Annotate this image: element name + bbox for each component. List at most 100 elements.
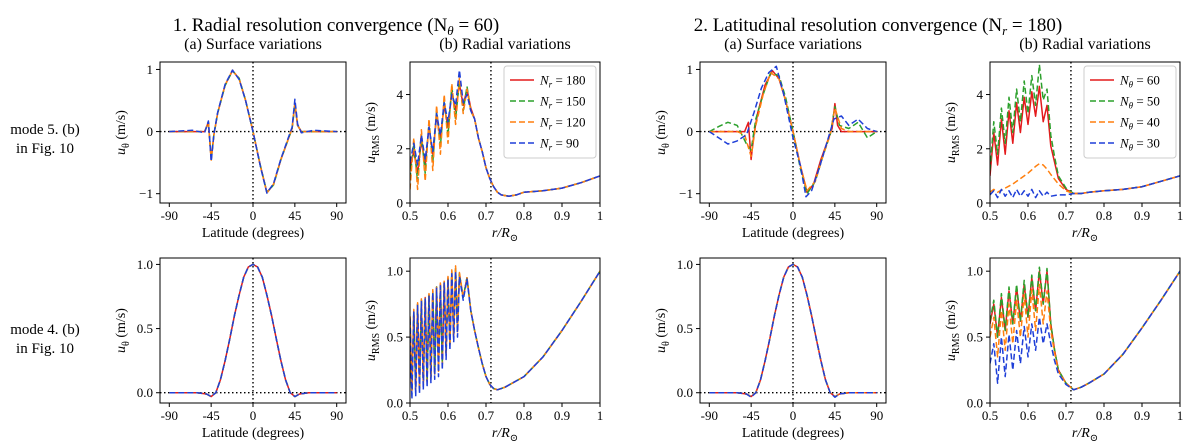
x-tick-label: 0.6 [440, 208, 457, 223]
y-tick-label: 0.0 [967, 396, 983, 411]
row1-label-line1: mode 5. (b) [10, 122, 80, 138]
x-tick-label: 90 [330, 208, 343, 223]
series-line-90 [169, 69, 337, 194]
legend: Nr = 180 Nr = 150 Nr = 120 Nr = 90 [503, 65, 597, 159]
y-axis-label: uRMS (m/s) [944, 102, 962, 164]
series-line-90 [169, 263, 337, 398]
y-tick-label: 0.5 [967, 330, 983, 345]
y-tick-label: 0.5 [137, 321, 153, 336]
x-tick-label: 90 [870, 408, 883, 423]
x-tick-label: 0 [250, 408, 257, 423]
x-tick-label: -45 [202, 208, 219, 223]
y-tick-label: 0.0 [137, 385, 153, 400]
x-tick-label: 45 [288, 208, 301, 223]
series-line-30 [709, 263, 877, 398]
legend-box [1083, 65, 1177, 159]
x-tick-label: 1 [597, 408, 604, 423]
y-tick-label: 1.0 [677, 257, 693, 272]
x-axis-label: r/R⊙ [1072, 426, 1098, 444]
x-tick-label: 0.7 [1058, 408, 1075, 423]
y-axis-label: uRMS (m/s) [364, 102, 382, 164]
series-line-90 [410, 69, 600, 197]
panel-r3_rad: 0.5 0.6 0.7 0.8 0.9 10.00.51.0r/R⊙uRMS (m/s) [364, 257, 604, 444]
x-tick-label: 0.9 [1134, 208, 1150, 223]
x-tick-label: 1 [1177, 208, 1184, 223]
legend-label: Nr = 150 [539, 94, 586, 111]
x-tick-label: 0.5 [982, 208, 998, 223]
y-tick-label: 1.0 [967, 264, 983, 279]
x-tick-label: 0.5 [982, 408, 998, 423]
legend-label: Nr = 90 [539, 136, 579, 153]
y-tick-label: 2 [397, 141, 404, 156]
x-tick-label: 0.8 [1096, 208, 1112, 223]
x-tick-label: -45 [742, 408, 759, 423]
x-axis-label: r/R⊙ [492, 426, 518, 444]
panel-r4_rad: 0.5 0.6 0.7 0.8 0.9 10.00.51.0r/R⊙uRMS (m/s) [944, 257, 1184, 444]
x-tick-label: 0.8 [516, 208, 532, 223]
y-tick-label: 0 [397, 196, 404, 211]
x-axis-label: Latitude (degrees) [742, 426, 845, 441]
x-tick-label: 0 [790, 408, 797, 423]
y-axis-label: uRMS (m/s) [944, 300, 962, 362]
series-line-30 [990, 175, 1180, 199]
x-axis-label: r/R⊙ [1072, 226, 1098, 244]
panel-r1_rad: 0.5 0.6 0.7 0.8 0.9 1 0 2 4 r/R⊙ uRMS (m/s) (b) Rad… [364, 36, 603, 244]
x-tick-label: -45 [742, 208, 759, 223]
legend-label: Nr = 120 [539, 115, 586, 132]
series-line-40 [990, 162, 1180, 195]
x-tick-label: 45 [288, 408, 301, 423]
x-tick-label: 0.9 [1134, 408, 1150, 423]
legend-label: Nθ = 40 [1119, 115, 1160, 132]
x-tick-label: 90 [330, 408, 343, 423]
x-tick-label: 1 [597, 208, 604, 223]
x-tick-label: -90 [701, 208, 718, 223]
x-tick-label: 0.7 [478, 408, 495, 423]
section1-title: 1. Radial resolution convergence (Nθ = 6… [173, 15, 499, 38]
panel-title: (a) Surface variations [724, 36, 862, 53]
x-tick-label: 0 [790, 208, 797, 223]
x-tick-label: 0.9 [554, 408, 570, 423]
series-line-120 [410, 265, 600, 392]
y-tick-label: 0 [687, 124, 694, 139]
x-tick-label: 0.5 [402, 408, 418, 423]
row2-label-line1: mode 4. (b) [10, 322, 80, 338]
row1-label-line2: in Fig. 10 [16, 141, 74, 157]
y-tick-label: 2 [977, 141, 984, 156]
y-axis-label: uθ (m/s) [114, 308, 132, 353]
y-tick-label: 1 [147, 62, 154, 77]
x-tick-label: 0.9 [554, 208, 570, 223]
x-tick-label: 45 [828, 408, 841, 423]
legend-label: Nr = 180 [539, 73, 586, 90]
y-tick-label: −1 [139, 186, 153, 201]
y-tick-label: 0 [977, 196, 984, 211]
x-tick-label: -90 [701, 408, 718, 423]
axes-frame [989, 61, 1181, 204]
panel-r4_surf: -90 -45 0 45 90 0.0 0.5 1.0 Latitude (degrees) uθ… [654, 257, 887, 441]
panel-r3_surf: -90 -45 0 45 90 0.0 0.5 1.0 Latitude (degrees) uθ… [114, 257, 347, 441]
y-tick-label: 4 [977, 87, 984, 102]
series-line-50 [990, 266, 1180, 391]
y-axis-label: uθ (m/s) [654, 110, 672, 155]
series-line-30 [708, 65, 877, 198]
panel-r1_surf: -90 -45 0 45 90 −1 0 1 Latitude (degrees) uθ (m/s… [114, 36, 347, 241]
y-tick-label: 0.0 [677, 385, 693, 400]
panel-r2_rad: 0.5 0.6 0.7 0.8 0.9 1 0 2 4 r/R⊙ uRMS (m/s) (b) Rad… [944, 36, 1183, 244]
x-tick-label: 0.7 [478, 208, 495, 223]
x-tick-label: -45 [202, 408, 219, 423]
y-tick-label: 0.5 [387, 330, 403, 345]
y-axis-label: uθ (m/s) [114, 110, 132, 155]
y-tick-label: 4 [397, 87, 404, 102]
panel-title: (b) Radial variations [439, 36, 571, 53]
x-tick-label: 0 [250, 208, 257, 223]
series-line-60 [990, 270, 1180, 391]
legend-label: Nθ = 60 [1119, 73, 1160, 90]
axes-frame [409, 61, 601, 204]
panel-title: (b) Radial variations [1019, 36, 1151, 53]
legend-label: Nθ = 30 [1119, 136, 1160, 153]
x-tick-label: 90 [870, 208, 883, 223]
x-axis-label: r/R⊙ [492, 226, 518, 244]
y-tick-label: −1 [679, 186, 693, 201]
series-line-30 [990, 270, 1180, 391]
x-tick-label: 1 [1177, 408, 1184, 423]
